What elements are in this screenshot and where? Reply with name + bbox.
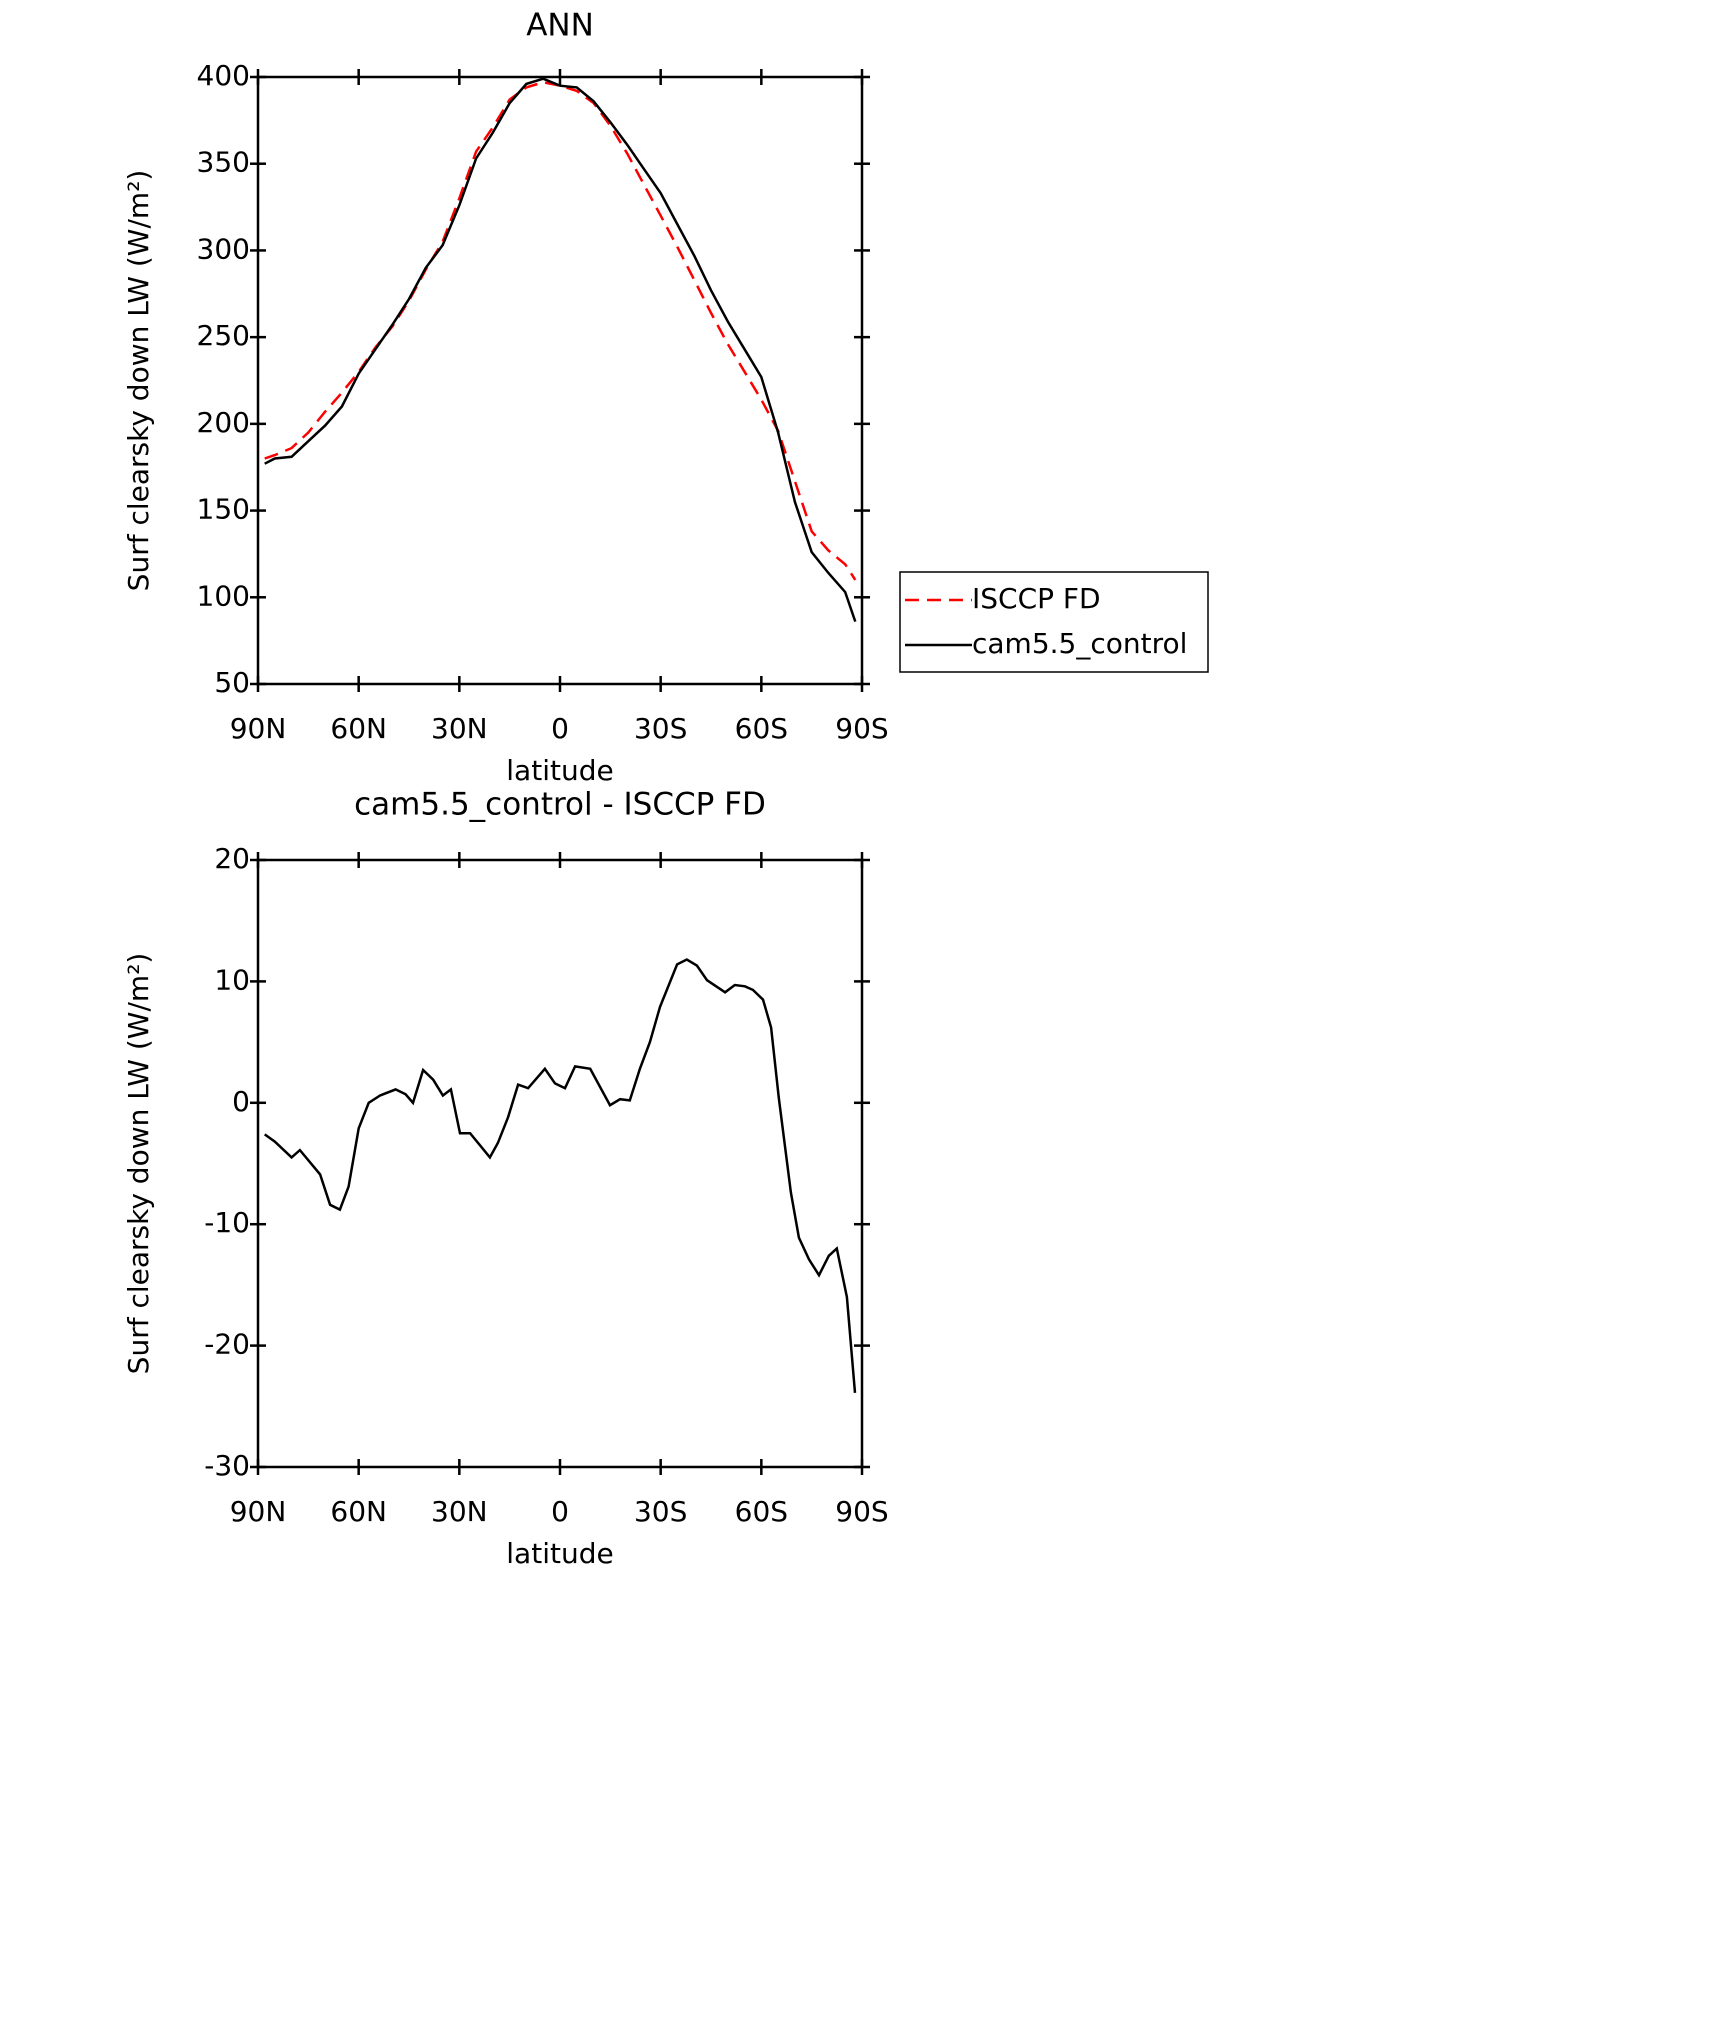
x-tick-label: 30S (634, 1495, 687, 1528)
x-tick-label: 30S (634, 712, 687, 745)
legend-label: cam5.5_control (972, 627, 1187, 660)
chart-title: ANN (526, 8, 594, 44)
chart-title: cam5.5_control - ISCCP FD (354, 787, 766, 823)
y-tick-label: 200 (197, 406, 250, 439)
plot-frame (256, 858, 864, 1469)
y-tick-label: -10 (204, 1206, 250, 1239)
legend-box (899, 571, 1209, 673)
y-tick-label: 150 (197, 493, 250, 526)
y-tick-label: 20 (214, 842, 250, 875)
x-tick-label: 60S (735, 1495, 788, 1528)
x-tick-label: 90S (835, 712, 888, 745)
y-tick-label: -30 (204, 1449, 250, 1482)
plot-frame (256, 75, 864, 686)
x-tick-label: 60N (330, 712, 387, 745)
x-tick-label: 0 (551, 712, 569, 745)
x-tick-label: 90N (230, 1495, 287, 1528)
data-line (263, 958, 857, 1394)
y-tick-label: -20 (204, 1328, 250, 1361)
y-tick-label: 0 (232, 1085, 250, 1118)
x-tick-label: 0 (551, 1495, 569, 1528)
y-tick-label: 350 (197, 146, 250, 179)
y-axis-label: Surf clearsky down LW (W/m²) (122, 170, 155, 592)
y-axis-label: Surf clearsky down LW (W/m²) (122, 953, 155, 1375)
x-tick-label: 60S (735, 712, 788, 745)
legend-label: ISCCP FD (972, 582, 1101, 615)
data-line (264, 80, 857, 581)
y-tick-label: 250 (197, 319, 250, 352)
y-tick-label: 400 (197, 59, 250, 92)
data-line (264, 77, 857, 623)
x-tick-label: 90S (835, 1495, 888, 1528)
x-tick-label: 60N (330, 1495, 387, 1528)
y-tick-label: 50 (214, 666, 250, 699)
y-tick-label: 300 (197, 232, 250, 265)
y-tick-label: 10 (214, 963, 250, 996)
x-axis-label: latitude (506, 1537, 613, 1570)
x-tick-label: 90N (230, 712, 287, 745)
x-tick-label: 30N (431, 712, 488, 745)
y-tick-label: 100 (197, 579, 250, 612)
x-tick-label: 30N (431, 1495, 488, 1528)
x-axis-label: latitude (506, 754, 613, 787)
